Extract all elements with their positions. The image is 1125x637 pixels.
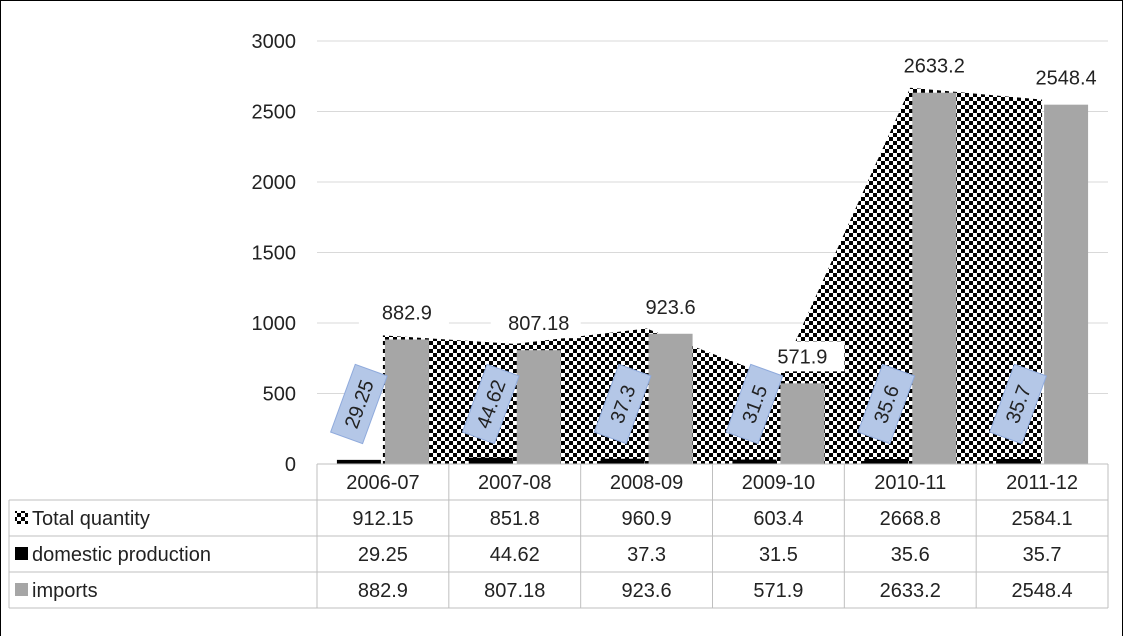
- table-cell: 29.25: [358, 544, 408, 566]
- domestic-label-group: 37.3: [593, 363, 652, 445]
- bar-imports: [384, 339, 429, 464]
- bar-domestic-production: [732, 459, 777, 464]
- x-category-label: 2007-08: [478, 472, 551, 494]
- legend-swatch-imports: [15, 583, 28, 596]
- imports-data-label: 2548.4: [1035, 68, 1096, 90]
- table-cell: 912.15: [352, 508, 413, 530]
- domestic-data-label-box: [461, 363, 520, 445]
- imports-data-label-box: [358, 297, 449, 328]
- table-cell: 960.9: [622, 508, 672, 530]
- imports-data-label-box: [622, 291, 713, 322]
- domestic-label-group: 35.6: [857, 363, 916, 445]
- y-tick-label: 0: [285, 454, 296, 476]
- domestic-data-label-box: [989, 363, 1048, 445]
- y-tick-label: 2000: [252, 172, 297, 194]
- domestic-data-label-box: [725, 363, 784, 445]
- table-cell: 35.6: [891, 544, 930, 566]
- table-cell: 807.18: [484, 580, 545, 602]
- bar-imports: [912, 92, 957, 464]
- data-labels: 882.9 807.18 923.6 571.9 2633.2 2548.4 29.25 44…: [329, 50, 1115, 445]
- bar-domestic-production: [468, 457, 513, 464]
- legend-swatch-total-quantity: [15, 511, 28, 524]
- imports-data-label-box: [490, 308, 581, 339]
- legend-swatch-domestic-production: [15, 547, 28, 560]
- bar-imports: [648, 333, 693, 464]
- imports-data-label-box: [1024, 62, 1115, 93]
- table-cell: 31.5: [759, 544, 798, 566]
- bar-imports: [780, 383, 825, 464]
- table-row-label: domestic production: [32, 544, 211, 566]
- table-cell: 923.6: [622, 580, 672, 602]
- table-cell: 44.62: [490, 544, 540, 566]
- x-category-label: 2008-09: [610, 472, 683, 494]
- x-category-label: 2011-12: [1006, 472, 1078, 494]
- bar-imports: [516, 350, 561, 464]
- table-cell: 882.9: [358, 580, 408, 602]
- imports-data-label-box: [754, 341, 845, 372]
- imports-data-label: 571.9: [777, 346, 827, 368]
- y-tick-label: 3000: [252, 31, 297, 53]
- x-category-label: 2009-10: [742, 472, 815, 494]
- table-cell: 851.8: [490, 508, 540, 530]
- bar-domestic-production: [336, 459, 381, 464]
- domestic-label-group: 35.7: [989, 363, 1048, 445]
- domestic-data-label-box: [329, 363, 388, 445]
- domestic-label-group: 29.25: [329, 363, 388, 445]
- domestic-label-group: 44.62: [461, 363, 520, 445]
- data-table: 2006-07 2007-08 2008-09 2009-10 2010-11 2011-…: [8, 463, 1109, 609]
- table-row-label: Total quantity: [32, 508, 150, 530]
- bar-domestic-production: [600, 458, 645, 464]
- bar-domestic-production: [996, 458, 1041, 464]
- y-tick-label: 1000: [252, 313, 297, 335]
- imports-data-label: 923.6: [646, 297, 696, 319]
- domestic-label-group: 31.5: [725, 363, 784, 445]
- imports-data-label: 807.18: [508, 313, 569, 335]
- x-category-label: 2006-07: [346, 472, 419, 494]
- y-tick-label: 500: [263, 384, 296, 406]
- table-cell: 2668.8: [880, 508, 941, 530]
- table-cell: 2633.2: [880, 580, 941, 602]
- y-tick-label: 2500: [252, 102, 297, 124]
- imports-data-label: 882.9: [382, 303, 432, 325]
- bar-domestic-production: [864, 458, 909, 464]
- domestic-data-label-box: [593, 363, 652, 445]
- table-row-label: imports: [32, 580, 98, 602]
- table-cell: 2584.1: [1011, 508, 1072, 530]
- imports-data-label-box: [892, 50, 983, 81]
- table-cell: 35.7: [1023, 544, 1062, 566]
- bars-layer: [336, 92, 1089, 464]
- y-axis: 0 500 1000 1500 2000 2500 3000: [252, 31, 297, 476]
- y-tick-label: 1500: [252, 243, 297, 265]
- bar-imports: [1044, 104, 1089, 464]
- table-cell: 37.3: [627, 544, 666, 566]
- domestic-data-label-box: [857, 363, 916, 445]
- table-cell: 603.4: [753, 508, 803, 530]
- x-category-label: 2010-11: [874, 472, 946, 494]
- table-cell: 571.9: [753, 580, 803, 602]
- table-cell: 2548.4: [1011, 580, 1072, 602]
- imports-data-label: 2633.2: [904, 56, 965, 78]
